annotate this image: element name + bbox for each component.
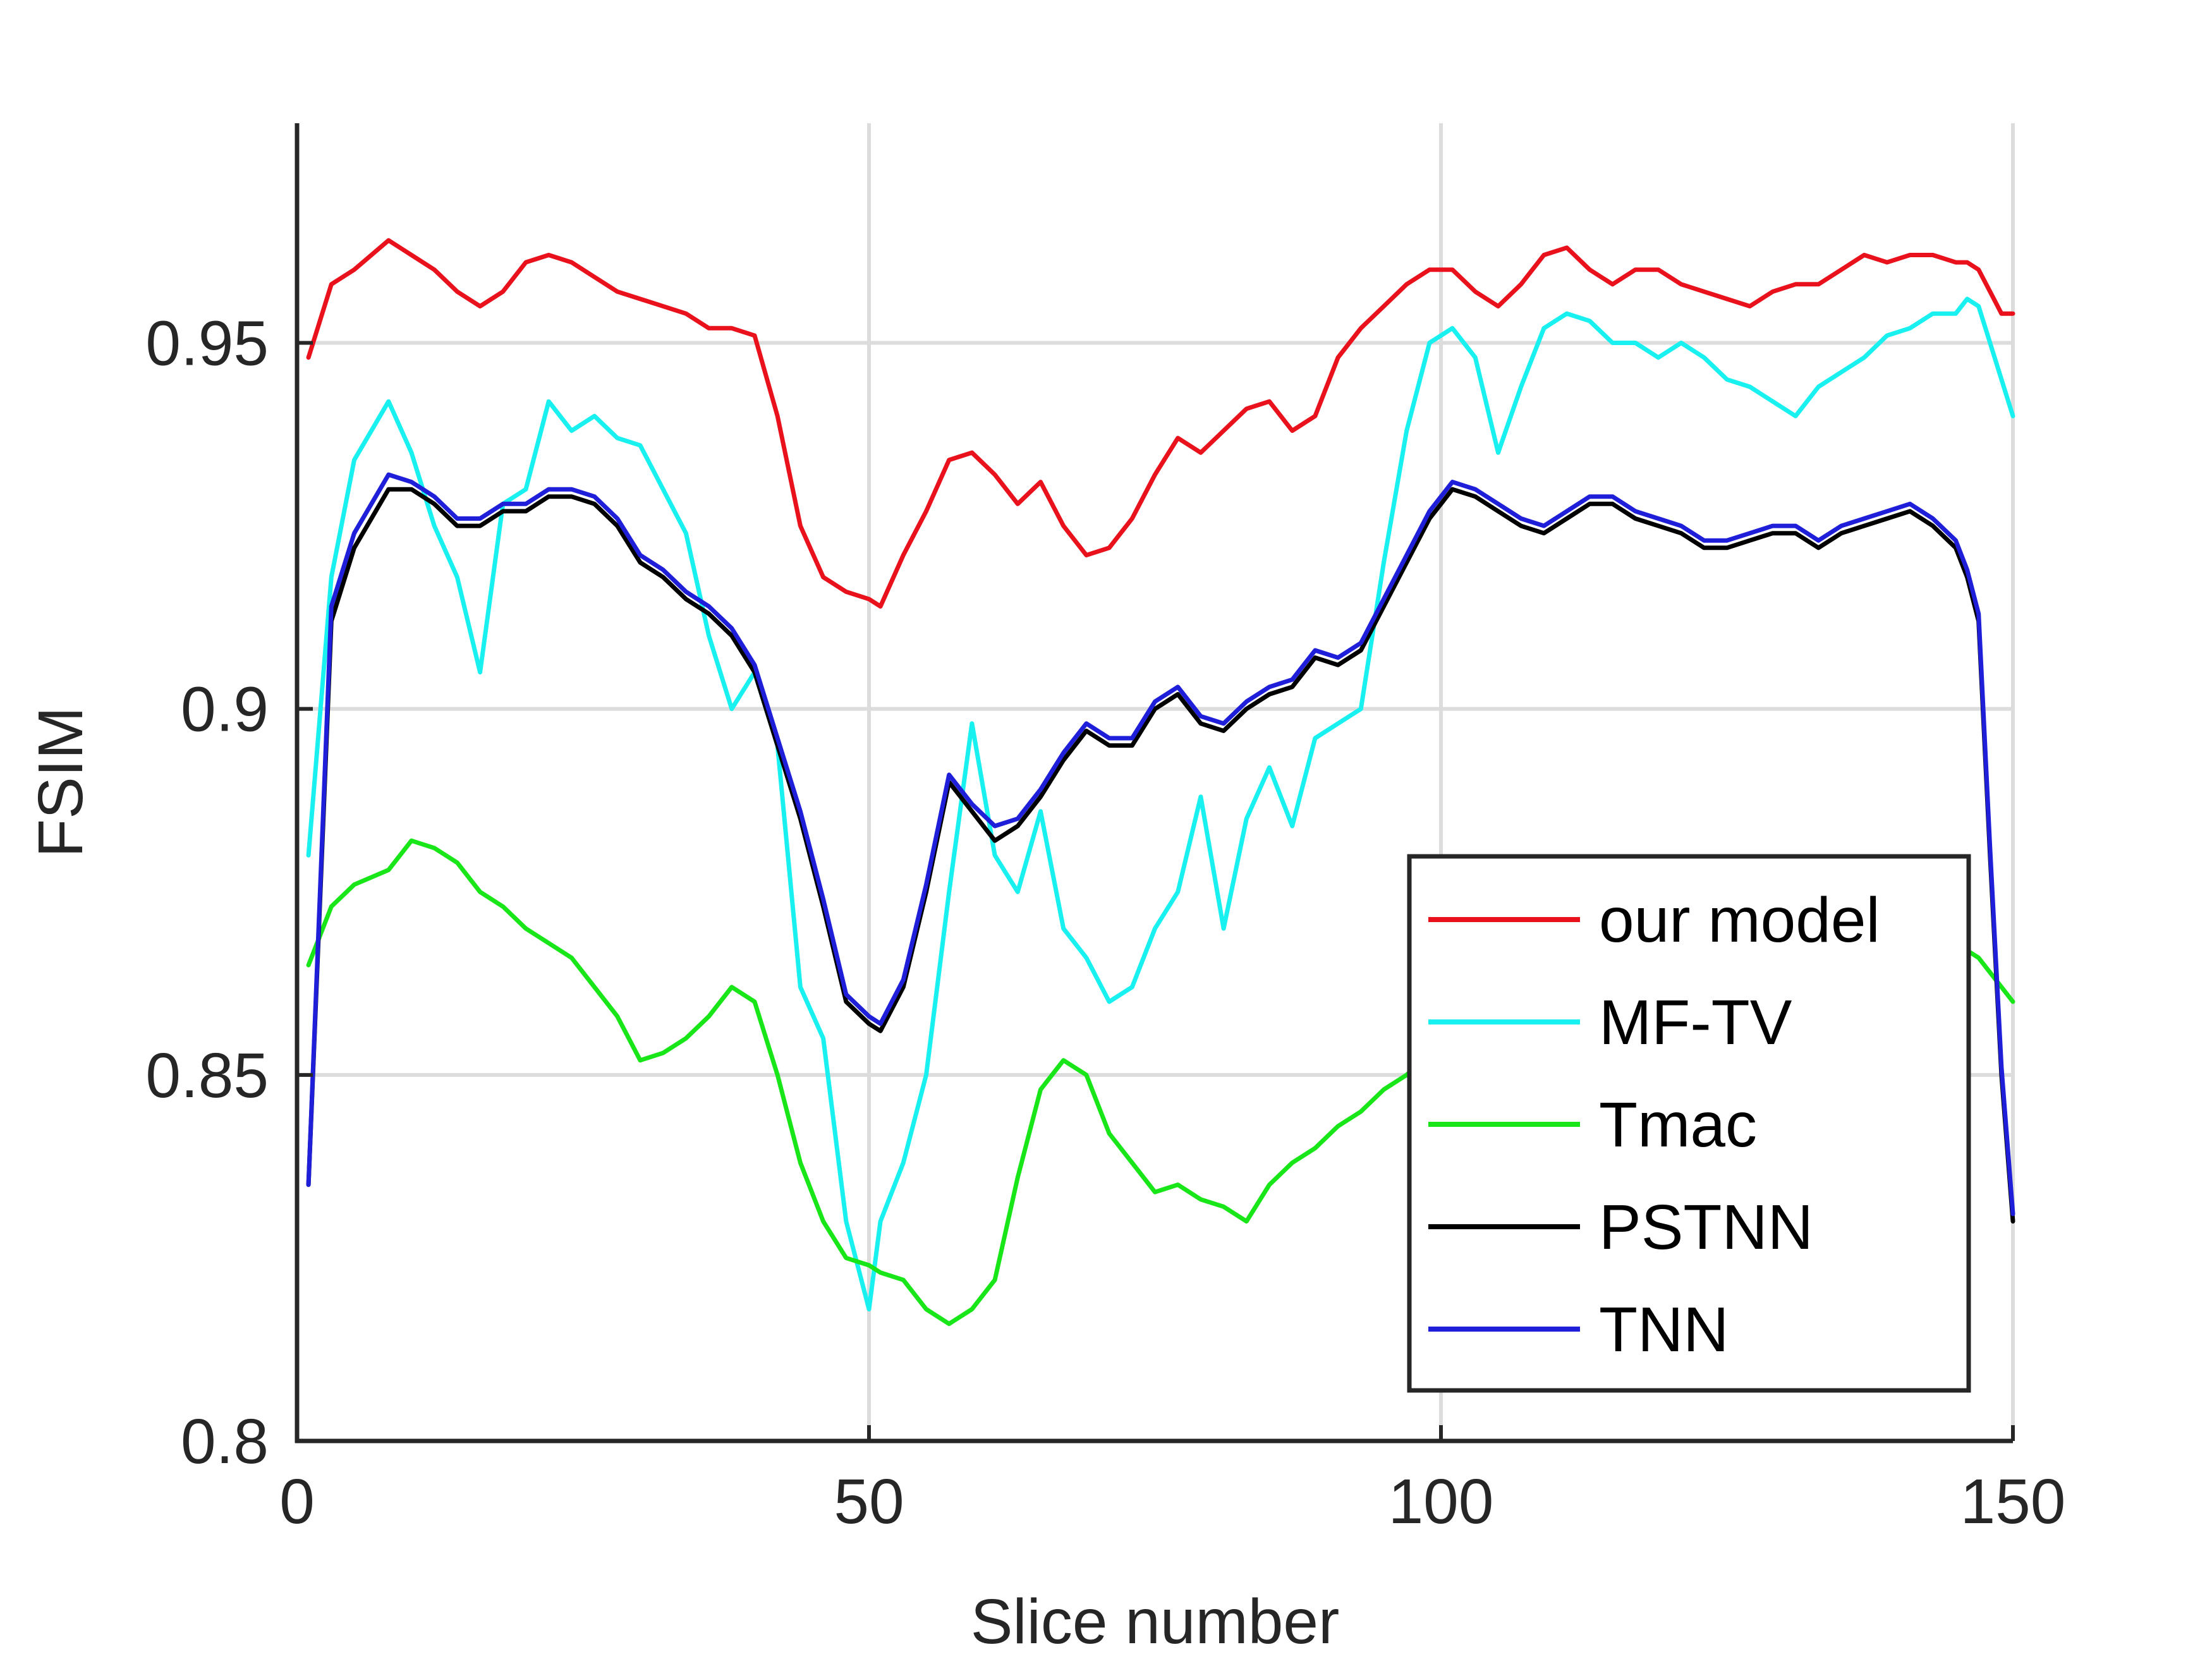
y-tick-label-0.9: 0.9 (181, 674, 269, 745)
legend-label-tmac: Tmac (1599, 1090, 1757, 1160)
x-axis-label: Slice number (971, 1586, 1340, 1657)
legend-label-our-model: our model (1599, 885, 1880, 956)
y-tick-label-0.85: 0.85 (145, 1040, 269, 1111)
x-tick-label-100: 100 (1389, 1466, 1494, 1537)
grid (295, 123, 2015, 1443)
y-axis-label: FSIM (25, 707, 96, 858)
legend-label-tnn: TNN (1599, 1294, 1729, 1365)
legend: our model MF-TV Tmac PSTNN TNN (1407, 854, 1971, 1393)
series-line-mf-tv (306, 296, 2015, 1311)
tick-labels: 0 50 100 150 0.8 0.85 0.9 0.95 (145, 308, 2065, 1538)
axes (295, 123, 2015, 1443)
y-tick-label-0.8: 0.8 (181, 1406, 269, 1477)
series-line-pstnn (306, 487, 2015, 1224)
y-tick-label-0.95: 0.95 (145, 308, 269, 379)
x-tick-label-50: 50 (834, 1466, 904, 1537)
legend-label-mf-tv: MF-TV (1599, 987, 1792, 1058)
series-line-our-model (306, 238, 2015, 609)
series-line-tnn (306, 472, 2015, 1217)
x-tick-label-0: 0 (279, 1466, 315, 1537)
x-tick-label-150: 150 (1960, 1466, 2066, 1537)
legend-label-pstnn: PSTNN (1599, 1192, 1813, 1263)
